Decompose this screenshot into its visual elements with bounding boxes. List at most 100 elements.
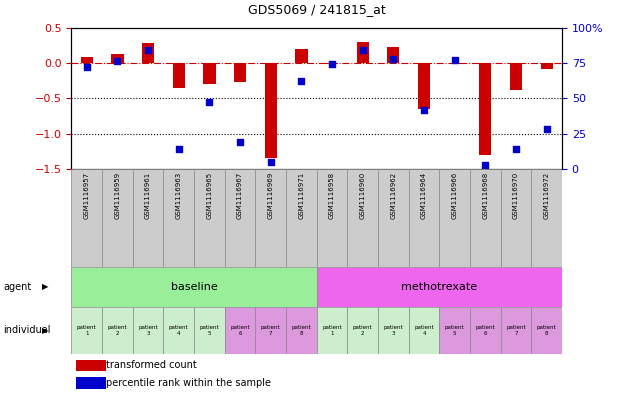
Text: GSM1116959: GSM1116959 bbox=[114, 172, 120, 219]
Bar bbox=[418, 63, 430, 109]
Point bbox=[419, 107, 429, 113]
Text: GDS5069 / 241815_at: GDS5069 / 241815_at bbox=[248, 3, 386, 16]
Text: GSM1116966: GSM1116966 bbox=[451, 172, 458, 219]
Bar bbox=[163, 169, 194, 267]
Bar bbox=[203, 63, 215, 84]
Bar bbox=[440, 169, 470, 267]
Text: GSM1116971: GSM1116971 bbox=[298, 172, 304, 219]
Text: methotrexate: methotrexate bbox=[401, 282, 478, 292]
Bar bbox=[225, 307, 255, 354]
Bar bbox=[194, 169, 225, 267]
Bar bbox=[173, 63, 185, 88]
Text: percentile rank within the sample: percentile rank within the sample bbox=[106, 378, 271, 388]
Point bbox=[481, 162, 491, 168]
Bar bbox=[347, 169, 378, 267]
Bar bbox=[295, 49, 307, 63]
Text: patient
3: patient 3 bbox=[384, 325, 403, 336]
Text: GSM1116965: GSM1116965 bbox=[206, 172, 212, 219]
Text: patient
6: patient 6 bbox=[230, 325, 250, 336]
Bar bbox=[71, 169, 102, 267]
Text: GSM1116960: GSM1116960 bbox=[360, 172, 366, 219]
Text: patient
5: patient 5 bbox=[445, 325, 465, 336]
Point bbox=[143, 47, 153, 53]
Bar bbox=[76, 377, 106, 389]
Bar bbox=[194, 307, 225, 354]
Bar bbox=[409, 169, 440, 267]
Bar bbox=[133, 307, 163, 354]
Bar bbox=[255, 307, 286, 354]
Bar bbox=[532, 307, 562, 354]
Point bbox=[388, 55, 398, 62]
Bar bbox=[409, 307, 440, 354]
Text: patient
8: patient 8 bbox=[292, 325, 311, 336]
Point bbox=[450, 57, 460, 63]
Bar bbox=[378, 169, 409, 267]
Bar bbox=[163, 307, 194, 354]
Bar bbox=[111, 54, 124, 63]
Point bbox=[542, 126, 551, 132]
Bar bbox=[286, 307, 317, 354]
Text: patient
6: patient 6 bbox=[476, 325, 495, 336]
Text: GSM1116957: GSM1116957 bbox=[84, 172, 90, 219]
Text: patient
4: patient 4 bbox=[414, 325, 434, 336]
Bar bbox=[501, 307, 532, 354]
Text: patient
1: patient 1 bbox=[77, 325, 96, 336]
Bar bbox=[501, 169, 532, 267]
Bar bbox=[470, 307, 501, 354]
Bar bbox=[347, 307, 378, 354]
Bar bbox=[378, 307, 409, 354]
Text: patient
7: patient 7 bbox=[261, 325, 281, 336]
Bar bbox=[255, 169, 286, 267]
Bar bbox=[71, 267, 317, 307]
Text: GSM1116964: GSM1116964 bbox=[421, 172, 427, 219]
Text: agent: agent bbox=[3, 282, 31, 292]
Bar bbox=[317, 307, 347, 354]
Text: individual: individual bbox=[3, 325, 50, 335]
Point bbox=[235, 139, 245, 145]
Point bbox=[511, 146, 521, 152]
Bar bbox=[234, 63, 246, 82]
Text: GSM1116962: GSM1116962 bbox=[391, 172, 396, 219]
Bar bbox=[81, 57, 93, 63]
Text: patient
4: patient 4 bbox=[169, 325, 189, 336]
Point bbox=[174, 146, 184, 152]
Bar bbox=[225, 169, 255, 267]
Bar bbox=[510, 63, 522, 90]
Point bbox=[296, 78, 306, 84]
Bar bbox=[540, 63, 553, 68]
Text: patient
7: patient 7 bbox=[506, 325, 526, 336]
Text: GSM1116967: GSM1116967 bbox=[237, 172, 243, 219]
Bar bbox=[356, 42, 369, 63]
Text: ▶: ▶ bbox=[42, 283, 48, 291]
Text: GSM1116963: GSM1116963 bbox=[176, 172, 182, 219]
Text: baseline: baseline bbox=[171, 282, 217, 292]
Point bbox=[82, 64, 92, 70]
Text: GSM1116968: GSM1116968 bbox=[483, 172, 488, 219]
Bar bbox=[440, 307, 470, 354]
Text: GSM1116969: GSM1116969 bbox=[268, 172, 274, 219]
Bar bbox=[102, 169, 133, 267]
Text: GSM1116970: GSM1116970 bbox=[513, 172, 519, 219]
Text: patient
2: patient 2 bbox=[353, 325, 373, 336]
Bar bbox=[286, 169, 317, 267]
Bar bbox=[317, 169, 347, 267]
Bar bbox=[265, 63, 277, 158]
Bar bbox=[388, 47, 399, 63]
Bar bbox=[479, 63, 491, 155]
Text: patient
8: patient 8 bbox=[537, 325, 556, 336]
Bar bbox=[71, 307, 102, 354]
Point bbox=[204, 99, 214, 106]
Bar bbox=[317, 267, 562, 307]
Text: patient
5: patient 5 bbox=[199, 325, 219, 336]
Bar bbox=[142, 43, 154, 63]
Bar bbox=[470, 169, 501, 267]
Text: ▶: ▶ bbox=[42, 326, 48, 334]
Bar bbox=[326, 63, 338, 64]
Text: GSM1116961: GSM1116961 bbox=[145, 172, 151, 219]
Point bbox=[112, 58, 122, 64]
Text: patient
3: patient 3 bbox=[138, 325, 158, 336]
Text: GSM1116958: GSM1116958 bbox=[329, 172, 335, 219]
Bar bbox=[133, 169, 163, 267]
Text: patient
2: patient 2 bbox=[107, 325, 127, 336]
Bar bbox=[532, 169, 562, 267]
